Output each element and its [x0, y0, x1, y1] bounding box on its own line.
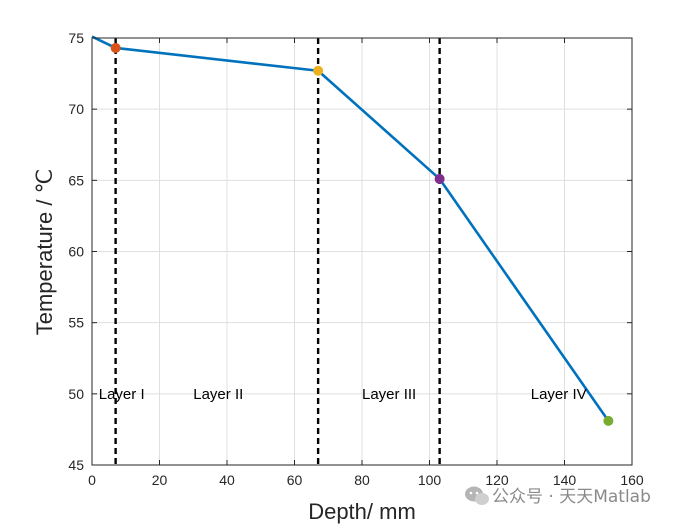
annotations: Layer I Layer II Layer III Layer IV [99, 386, 587, 403]
wechat-icon [465, 486, 489, 505]
y-tick-label: 70 [68, 101, 84, 117]
x-tick-label: 60 [287, 472, 303, 488]
x-tick-label: 20 [152, 472, 168, 488]
ticks [91, 37, 633, 466]
tick-labels: 0 20 40 60 80 100 120 140 160 45 50 55 60 65 70 75 [68, 30, 643, 488]
x-tick-label: 0 [88, 472, 96, 488]
x-tick-label: 80 [354, 472, 370, 488]
y-tick-label: 65 [68, 172, 84, 188]
markers [110, 42, 614, 426]
layer-label: Layer I [99, 386, 145, 403]
data-point-marker [313, 65, 324, 76]
layer-label: Layer III [362, 386, 416, 403]
watermark: 公众号 · 天天Matlab [465, 486, 651, 507]
x-tick-label: 100 [418, 472, 442, 488]
y-tick-label: 45 [68, 457, 84, 473]
x-tick-label: 120 [485, 472, 509, 488]
y-tick-label: 50 [68, 386, 84, 402]
layer-label: Layer II [193, 386, 243, 403]
layer-label: Layer IV [531, 386, 587, 403]
data-point-marker [603, 415, 614, 426]
data-point-marker [110, 42, 121, 53]
x-axis-title: Depth/ mm [308, 499, 416, 524]
x-tick-label: 40 [219, 472, 235, 488]
x-tick-label: 140 [553, 472, 577, 488]
y-tick-label: 55 [68, 315, 84, 331]
watermark-text: 公众号 · 天天Matlab [492, 487, 651, 507]
data-point-marker [434, 173, 445, 184]
y-tick-label: 60 [68, 244, 84, 260]
y-axis-title: Temperature / ℃ [32, 169, 57, 336]
x-tick-label: 160 [620, 472, 644, 488]
layer-boundaries [114, 38, 441, 465]
y-tick-label: 75 [68, 30, 84, 46]
